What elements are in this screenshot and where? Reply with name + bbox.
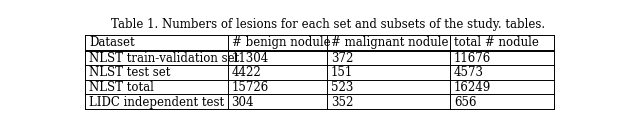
Text: NLST train-validation set: NLST train-validation set [89,52,239,65]
Text: NLST total: NLST total [89,81,154,94]
Text: 15726: 15726 [232,81,269,94]
Text: 4422: 4422 [232,66,261,80]
Text: 352: 352 [331,96,353,109]
Text: 16249: 16249 [454,81,492,94]
Text: total # nodule: total # nodule [454,36,539,49]
Text: # benign nodule: # benign nodule [232,36,330,49]
Text: 11676: 11676 [454,52,492,65]
Text: NLST test set: NLST test set [89,66,170,80]
Text: Dataset: Dataset [89,36,134,49]
Text: 656: 656 [454,96,477,109]
Text: LIDC independent test: LIDC independent test [89,96,224,109]
Text: 304: 304 [232,96,254,109]
Text: 4573: 4573 [454,66,484,80]
Text: Table 1. Numbers of lesions for each set and subsets of the study. tables.: Table 1. Numbers of lesions for each set… [111,18,545,31]
Text: 11304: 11304 [232,52,269,65]
Text: # malignant nodule: # malignant nodule [331,36,448,49]
Text: 523: 523 [331,81,353,94]
Text: 372: 372 [331,52,353,65]
Text: 151: 151 [331,66,353,80]
